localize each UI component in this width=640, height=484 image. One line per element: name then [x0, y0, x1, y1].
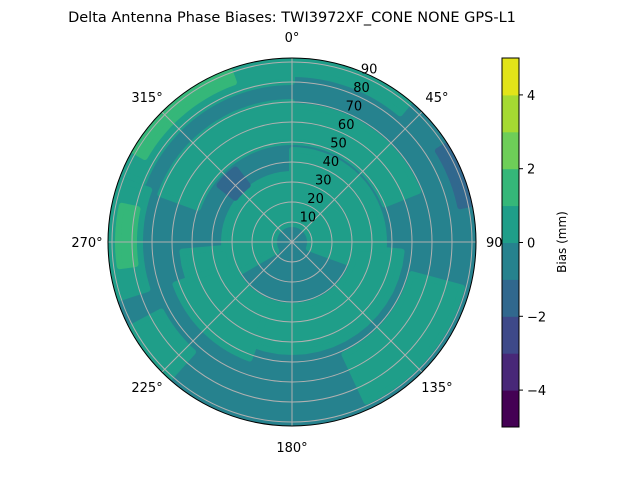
r-tick-label: 60	[338, 118, 355, 133]
colorbar-tick-label: 0	[527, 237, 535, 252]
colorbar-label: Bias (mm)	[555, 211, 569, 273]
theta-gridline-315	[161, 111, 293, 243]
colorbar-tick-label: −2	[527, 310, 546, 325]
chart-title: Delta Antenna Phase Biases: TWI3972XF_CO…	[68, 10, 516, 26]
theta-tick-label: 180°	[276, 441, 307, 456]
r-tick-label: 80	[353, 81, 370, 96]
colorbar-band-6	[502, 168, 519, 207]
theta-gridline-225	[161, 241, 293, 373]
colorbar: −4 −2 0 2 4	[501, 57, 546, 428]
theta-gridline-45	[291, 111, 423, 243]
colorbar-band-4	[502, 242, 519, 280]
r-tick-label: 10	[300, 211, 317, 226]
theta-tick-label: 135°	[421, 381, 452, 396]
colorbar-tick-label: −4	[527, 384, 546, 399]
r-tick-label: 20	[307, 192, 324, 207]
contour-region-1	[289, 147, 387, 277]
theta-gridline-135	[291, 241, 423, 373]
theta-tick-label: 315°	[131, 91, 162, 106]
colorbar-band-2	[502, 316, 519, 354]
r-tick-label: 40	[323, 155, 340, 170]
theta-tick-label: 225°	[131, 381, 162, 396]
colorbar-band-0	[502, 390, 519, 428]
colorbar-band-3	[502, 279, 519, 317]
r-tick-label: 70	[346, 100, 363, 115]
colorbar-band-7	[502, 131, 519, 170]
radial-tick-labels: 10 20 30 40 50 60 70 80 90	[300, 63, 378, 226]
colorbar-band-9	[502, 58, 519, 96]
colorbar-band-8	[502, 94, 519, 133]
theta-tick-label: 270°	[71, 236, 102, 251]
r-tick-label: 90	[361, 63, 378, 78]
colorbar-tick-label: 4	[527, 89, 535, 104]
theta-tick-label: 0°	[285, 31, 300, 46]
polar-frame	[107, 57, 477, 427]
colorbar-band-1	[502, 353, 519, 391]
r-tick-label: 30	[315, 174, 332, 189]
theta-tick-label: 45°	[425, 91, 448, 106]
polar-grid	[108, 58, 476, 426]
contour-region-6	[341, 271, 465, 405]
colorbar-tick-label: 2	[527, 163, 535, 178]
colorbar-band-5	[502, 205, 519, 243]
r-tick-label: 50	[330, 137, 347, 152]
